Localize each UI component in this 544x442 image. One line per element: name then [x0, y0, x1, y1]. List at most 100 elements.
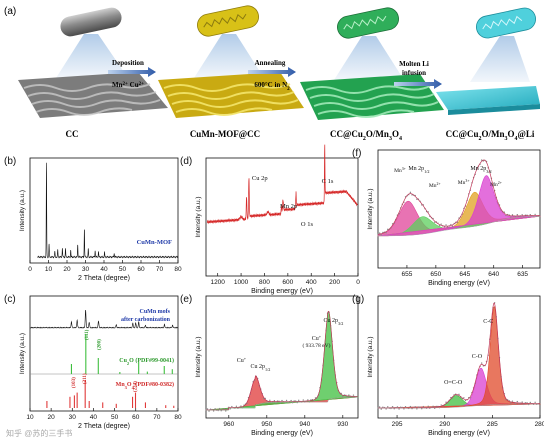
envelope-line [378, 302, 540, 409]
raw-data-point [416, 408, 418, 410]
raw-data-point [445, 401, 447, 403]
raw-data-point [385, 408, 387, 410]
raw-data-point [456, 395, 459, 397]
plot-frame [205, 295, 359, 419]
arrow3-shape [394, 79, 442, 89]
li-beam [470, 36, 530, 82]
y-axis-label: Intensity (a.u.) [367, 188, 374, 229]
x-axis-label: Binding energy (eV) [428, 430, 490, 437]
peak-label-mn2-b: Mn2+ [490, 181, 502, 188]
panel-label: (f) [352, 148, 361, 159]
raw-data-point [206, 408, 209, 410]
x-tick-label: 650 [430, 271, 441, 278]
plot-frame [29, 157, 179, 264]
arrow-li-infusion: Molten Li infusion [394, 60, 442, 89]
peak-label-mn2p12: Mn 2p1/2 [408, 166, 429, 174]
x-tick-label: 600 [282, 279, 293, 286]
mn3o4-label-211: (211) [83, 373, 88, 384]
series-line-survey [206, 144, 358, 225]
panel-label: (d) [180, 156, 192, 167]
x-tick-label: 960 [223, 421, 234, 428]
raw-data-point [269, 399, 271, 402]
legend-line-1: CuMn mofs [139, 309, 170, 315]
stage-label-li: CC@Cu2O/Mn3O4@Li [446, 129, 535, 142]
raw-data-point [445, 224, 447, 226]
arrow2-text-2: 600°C in N2 [254, 81, 290, 92]
raw-data-point [342, 395, 344, 398]
x-tick-label: 80 [174, 414, 182, 421]
arrow1-text-1: Deposition [112, 59, 144, 67]
raw-data-point [521, 214, 523, 216]
mn3o4-label-224: (224) [134, 381, 139, 392]
panel-e-xps-cu2p: 960 950 940 930 Binding energy (eV) Intensity… [180, 294, 359, 437]
x-tick-label: 950 [261, 421, 272, 428]
raw-data-point [281, 399, 283, 402]
y-axis-label: Intensity (a.u.) [367, 336, 374, 377]
raw-data-point [414, 406, 416, 408]
x-axis-label: Binding energy (eV) [251, 430, 313, 437]
panel-label: (g) [352, 294, 364, 305]
panel-f-xps-mn2p: 655 650 645 640 635 Binding energy (eV) Intens… [352, 148, 542, 287]
x-tick-label: 10 [26, 414, 34, 421]
raw-data-point [422, 405, 425, 408]
x-axis-label: 2 Theta (degree) [78, 275, 130, 282]
arrow1-text-2: Mn2+ Cu2+ [112, 81, 144, 89]
peak-label-mn3-b: Mn3+ [458, 179, 470, 186]
x-tick-label: 80 [174, 266, 182, 273]
x-tick-label: 635 [517, 271, 528, 278]
envelope-line [205, 310, 358, 411]
panel-label: (c) [4, 294, 16, 305]
panel-a: (a) CC Deposition Mn2+ Cu2+ CuMn-MOF@CC … [4, 5, 540, 142]
raw-data-point [220, 410, 222, 412]
arrow-annealing: Annealing 600°C in N2 [248, 59, 296, 92]
x-tick-label: 50 [119, 266, 127, 273]
raw-data-point [380, 234, 382, 236]
x-tick-label: 30 [82, 266, 90, 273]
raw-data-point [240, 405, 242, 407]
peak-label-cc: C-C [483, 319, 493, 325]
raw-data-point [352, 394, 355, 396]
li-fiber-texture [482, 15, 523, 30]
raw-data-point [464, 399, 467, 402]
y-axis-label: Intensity (a.u.) [195, 336, 202, 377]
raw-data-point [391, 405, 394, 408]
legend-label: CuMn-MOF [137, 239, 172, 246]
raw-data-point [505, 214, 507, 217]
raw-data-point [214, 408, 216, 410]
mof-beam [194, 34, 264, 78]
raw-data-point [511, 214, 514, 216]
x-tick-label: 40 [100, 266, 108, 273]
mn3o4-legend: Mn3O4 (PDF#80-0382) [116, 381, 174, 390]
x-axis-label: Binding energy (eV) [428, 280, 490, 287]
raw-data-point [396, 406, 399, 408]
peak-label-o1s: O 1s [301, 221, 314, 228]
raw-data-point [516, 400, 519, 403]
raw-data-point [409, 405, 412, 408]
peak-fill [377, 306, 541, 409]
x-tick-label: 70 [153, 414, 161, 421]
cu2o-legend: Cu2O (PDF#99-0041) [119, 357, 174, 366]
raw-data-point [510, 402, 512, 404]
raw-data-point [438, 224, 441, 227]
stage-label-cc: CC [66, 129, 79, 139]
raw-data-point [432, 405, 434, 408]
raw-data-point [273, 399, 276, 402]
baseline [377, 215, 541, 237]
raw-data-point [480, 362, 483, 364]
cc-weave [23, 83, 161, 116]
raw-data-point [427, 405, 429, 407]
raw-data-point [409, 191, 412, 194]
x-tick-label: 1200 [210, 279, 225, 286]
x-axis-label: 2 Theta (degree) [78, 423, 130, 430]
raw-data-point [515, 402, 517, 405]
raw-data-point [225, 410, 227, 412]
raw-data-point [208, 410, 210, 412]
cu2o-label-200: (200) [97, 339, 102, 350]
raw-data-point [529, 401, 531, 404]
stage-li: CC@Cu2O/Mn3O4@Li [436, 7, 540, 142]
stage-label-mof: CuMn-MOF@CC [190, 129, 260, 139]
peak-label-ococ: O=C-O [444, 380, 463, 386]
x-tick-label: 40 [90, 414, 98, 421]
x-tick-label: 1000 [234, 279, 249, 286]
